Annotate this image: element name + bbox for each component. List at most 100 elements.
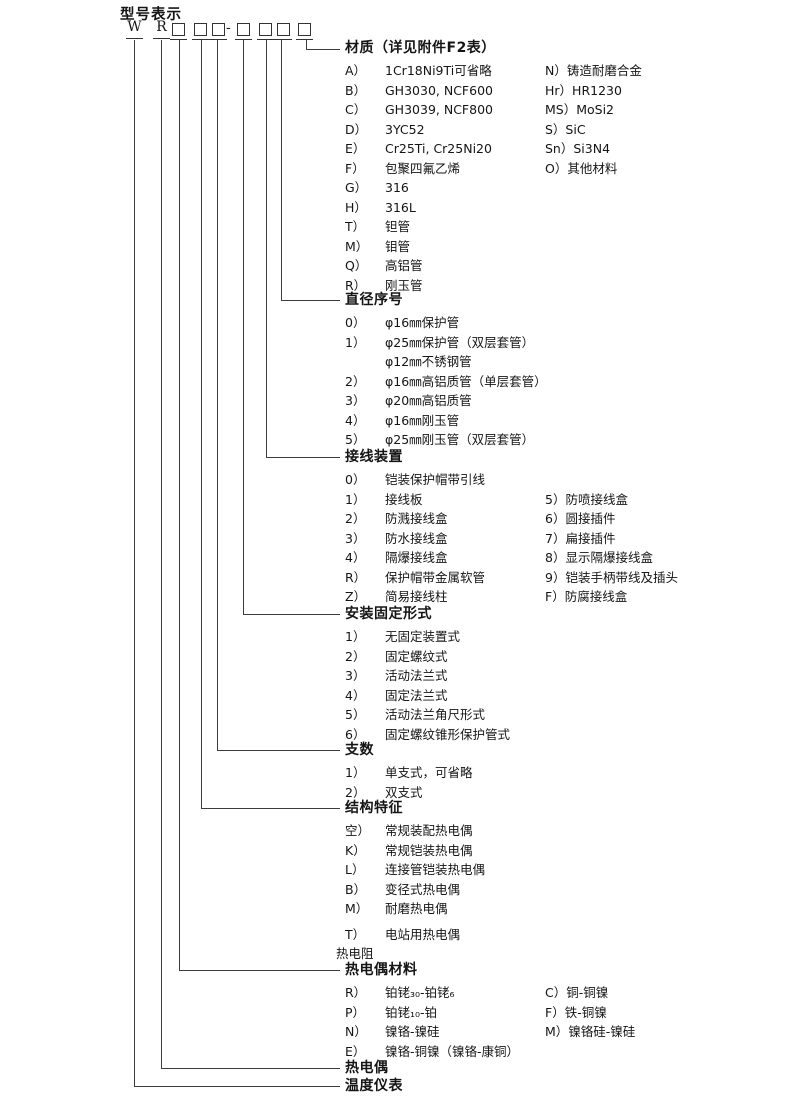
material-row-4: E） Cr25Ti, Cr25Ni20 Sn）Si3N4 [345,139,800,159]
tc-material-row-3: E） 镍铬-铜镍（镍铬-康铜） [345,1042,800,1062]
structure-row-3: B） 变径式热电偶 [345,880,800,900]
connector-thermocouple-vertical [161,40,162,1069]
item-text: 变径式热电偶 [385,881,461,897]
item-key: T） [345,219,366,234]
mounting-row-3: 4） 固定法兰式 [345,686,800,706]
connector-material-horizontal [306,49,340,50]
item-text: 常规铠装热电偶 [385,842,473,858]
item-key: 1） [345,629,366,644]
mounting-row-2: 3） 活动法兰式 [345,666,800,686]
item-text: φ25㎜保护管（双层套管） [385,334,535,350]
tc-material-row-2: N） 镍铬-镍硅 M）镍铬硅-镍硅 [345,1022,800,1042]
item-text: 316L [385,199,416,215]
item-key: 1） [345,491,366,507]
code-box [298,23,311,36]
item-right: 7）扁接插件 [545,530,616,546]
item-text: 固定螺纹锥形保护管式 [385,726,511,742]
item-key: N） [345,1024,367,1039]
item-key: B） [345,82,367,98]
section-diameter: 直径序号 0） φ16㎜保护管 1） φ25㎜保护管（双层套管） φ12㎜不锈钢管 2） φ… [345,292,800,450]
item-key: A） [345,63,367,78]
item-key: L） [345,862,365,877]
connector-structure-vertical [201,40,202,809]
item-right: 9）铠装手柄带线及插头 [545,569,678,585]
item-text: 接线板 [385,491,423,507]
code-box [237,23,250,36]
item-text: 包聚四氟乙烯 [385,160,461,176]
item-text: φ25㎜刚玉管（双层套管） [385,432,535,447]
section-material-header: 材质（详见附件F2表） [345,40,496,56]
item-key: 5） [345,432,366,447]
terminal-row-1: 1） 接线板 5）防喷接线盒 [345,490,800,510]
connector-mounting-horizontal [243,614,340,615]
item-key: Z） [345,589,367,604]
branches-row-0: 1） 单支式，可省略 [345,763,800,783]
item-text: 铂铑₁₀-铂 [385,1004,438,1020]
item-key: 3） [345,530,366,546]
section-tc-material-header: 热电偶材料 [345,962,418,978]
item-text: 隔爆接线盒 [385,550,448,565]
material-row-5: F） 包聚四氟乙烯 O）其他材料 [345,159,800,179]
item-text: 活动法兰角尺形式 [385,707,486,722]
item-key: R） [345,569,367,585]
item-text: 热电阻 [336,946,374,961]
structure-row-1: K） 常规铠装热电偶 [345,841,800,861]
item-key: E） [345,1043,366,1059]
item-text: 防水接线盒 [385,530,448,546]
section-temperature-instrument: 温度仪表 [345,1078,800,1098]
item-text: 镍铬-镍硅 [385,1024,440,1039]
item-key: 2） [345,784,366,800]
item-text: 简易接线柱 [385,589,448,604]
item-text: 316 [385,180,409,195]
section-mounting: 安装固定形式 1） 无固定装置式 2） 固定螺纹式 3） 活动法兰式 4） 固定法兰式 5） 活动… [345,606,800,744]
branches-row-1: 2） 双支式 [345,783,800,803]
item-text: 刚玉管 [385,277,423,293]
section-tc-material: 热电偶材料 R） 铂铑₃₀-铂铑₆ C）铜-铜镍 P） 铂铑₁₀-铂 F）铁-铜镍 N） 镍铬… [345,962,800,1061]
item-key: 4） [345,412,366,428]
diameter-row-3: 2） φ16㎜高铝质管（单层套管） [345,372,800,392]
item-text: 钽管 [385,219,411,234]
item-key: R） [345,277,367,293]
material-row-11: R） 刚玉管 [345,276,800,296]
item-text: 无固定装置式 [385,629,461,644]
diameter-row-6: 5） φ25㎜刚玉管（双层套管） [345,430,800,450]
item-text: 钼管 [385,238,411,254]
item-text: φ20㎜高铝质管 [385,393,472,408]
code-letter-w: W [126,20,143,39]
item-key: 6） [345,726,366,742]
material-row-10: Q） 高铝管 [345,256,800,276]
item-key: 5） [345,707,366,722]
item-right: Sn）Si3N4 [545,141,611,156]
item-text: 双支式 [385,784,423,800]
section-diameter-header: 直径序号 [345,292,403,308]
mounting-row-1: 2） 固定螺纹式 [345,647,800,667]
terminal-row-2: 2） 防溅接线盒 6）圆接插件 [345,509,800,529]
material-row-9: M） 钼管 [345,237,800,257]
connector-thermocouple-horizontal [161,1068,340,1069]
item-key: M） [345,901,369,916]
code-box-group-mounting [235,23,252,40]
section-terminal-header: 接线装置 [345,449,403,465]
item-text: 单支式，可省略 [385,765,473,780]
item-key: Q） [345,258,368,273]
item-text: 保护帽带金属软管 [385,569,486,585]
item-key: B） [345,881,367,897]
page-title: 型号表示 [120,7,182,23]
code-box-group-structure-branches [192,23,227,40]
item-text: 耐磨热电偶 [385,901,448,916]
tc-material-row-1: P） 铂铑₁₀-铂 F）铁-铜镍 [345,1003,800,1023]
material-row-8: T） 钽管 [345,217,800,237]
item-text: 3YC52 [385,121,425,137]
item-right: 5）防喷接线盒 [545,491,628,507]
structure-row-4: M） 耐磨热电偶 [345,899,800,919]
item-key: 空） [345,823,371,838]
item-key: 3） [345,668,366,683]
item-right: M）镍铬硅-镍硅 [545,1024,636,1039]
material-row-0: A） 1Cr18Ni9Ti可省略 N）铸造耐磨合金 [345,61,800,81]
connector-tc-material-horizontal [179,970,340,971]
diameter-row-5: 4） φ16㎜刚玉管 [345,411,800,431]
item-text: 高铝管 [385,258,423,273]
item-right: F）防腐接线盒 [545,589,628,604]
item-text: Cr25Ti, Cr25Ni20 [385,141,492,156]
